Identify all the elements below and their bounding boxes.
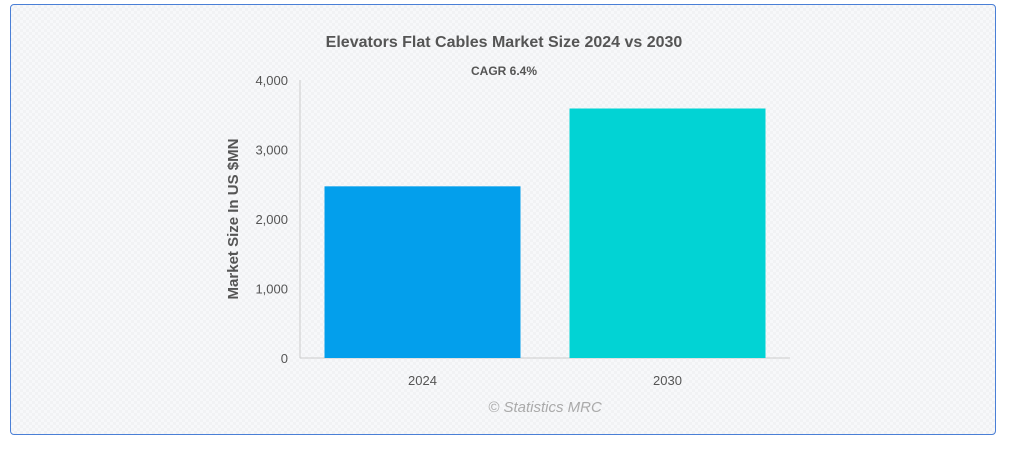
y-tick-label: 3,000 xyxy=(255,143,288,158)
bar-2030[interactable] xyxy=(569,108,766,359)
y-tick-label: 4,000 xyxy=(255,73,288,88)
chart-title: Elevators Flat Cables Market Size 2024 v… xyxy=(326,34,683,51)
y-axis-ticks: 0 1,000 2,000 3,000 4,000 xyxy=(255,73,288,366)
bar-2024[interactable] xyxy=(324,186,521,358)
x-tick-label: 2024 xyxy=(408,373,437,388)
x-tick-label: 2030 xyxy=(653,373,682,388)
y-axis-label: Market Size In US $MN xyxy=(225,139,242,300)
y-tick-label: 1,000 xyxy=(255,282,288,297)
x-axis-ticks: 2024 2030 xyxy=(408,373,682,388)
credit-text: © Statistics MRC xyxy=(488,399,602,416)
bars xyxy=(324,108,766,359)
y-tick-label: 0 xyxy=(281,351,288,366)
chart-subtitle: CAGR 6.4% xyxy=(471,64,537,78)
y-tick-label: 2,000 xyxy=(255,212,288,227)
